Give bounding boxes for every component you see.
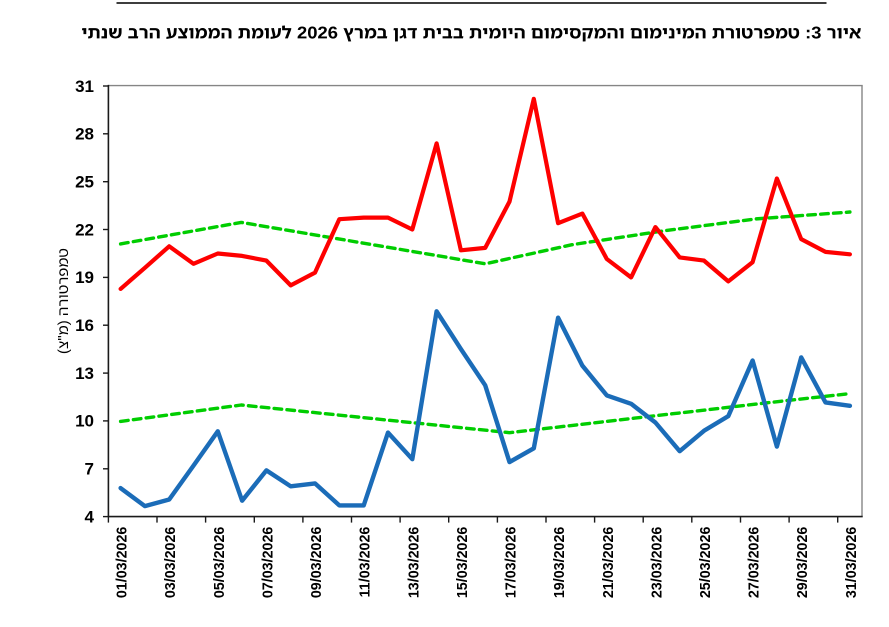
svg-text:23/03/2026: 23/03/2026 [649,527,665,599]
svg-text:17/03/2026: 17/03/2026 [504,527,520,599]
svg-text:7: 7 [85,460,94,479]
svg-text:19: 19 [75,268,94,287]
svg-text:31: 31 [75,77,94,96]
svg-text:16: 16 [75,316,94,335]
svg-text:25/03/2026: 25/03/2026 [698,527,714,599]
svg-text:19/03/2026: 19/03/2026 [552,527,568,599]
svg-text:27/03/2026: 27/03/2026 [747,527,763,599]
svg-text:28: 28 [75,125,94,144]
svg-text:25: 25 [75,173,94,192]
svg-text:10: 10 [75,412,94,431]
svg-text:01/03/2026: 01/03/2026 [115,527,131,599]
svg-text:07/03/2026: 07/03/2026 [260,527,276,599]
svg-text:15/03/2026: 15/03/2026 [455,527,471,599]
svg-text:03/03/2026: 03/03/2026 [163,527,179,599]
svg-text:13: 13 [75,364,94,383]
svg-text:22: 22 [75,220,94,239]
svg-text:09/03/2026: 09/03/2026 [309,527,325,599]
svg-text:11/03/2026: 11/03/2026 [358,527,374,598]
svg-text:31/03/2026: 31/03/2026 [844,527,860,599]
svg-text:05/03/2026: 05/03/2026 [212,527,228,599]
svg-text:13/03/2026: 13/03/2026 [406,527,422,599]
svg-text:29/03/2026: 29/03/2026 [795,527,811,599]
svg-text:4: 4 [85,507,95,526]
svg-text:21/03/2026: 21/03/2026 [601,527,617,599]
